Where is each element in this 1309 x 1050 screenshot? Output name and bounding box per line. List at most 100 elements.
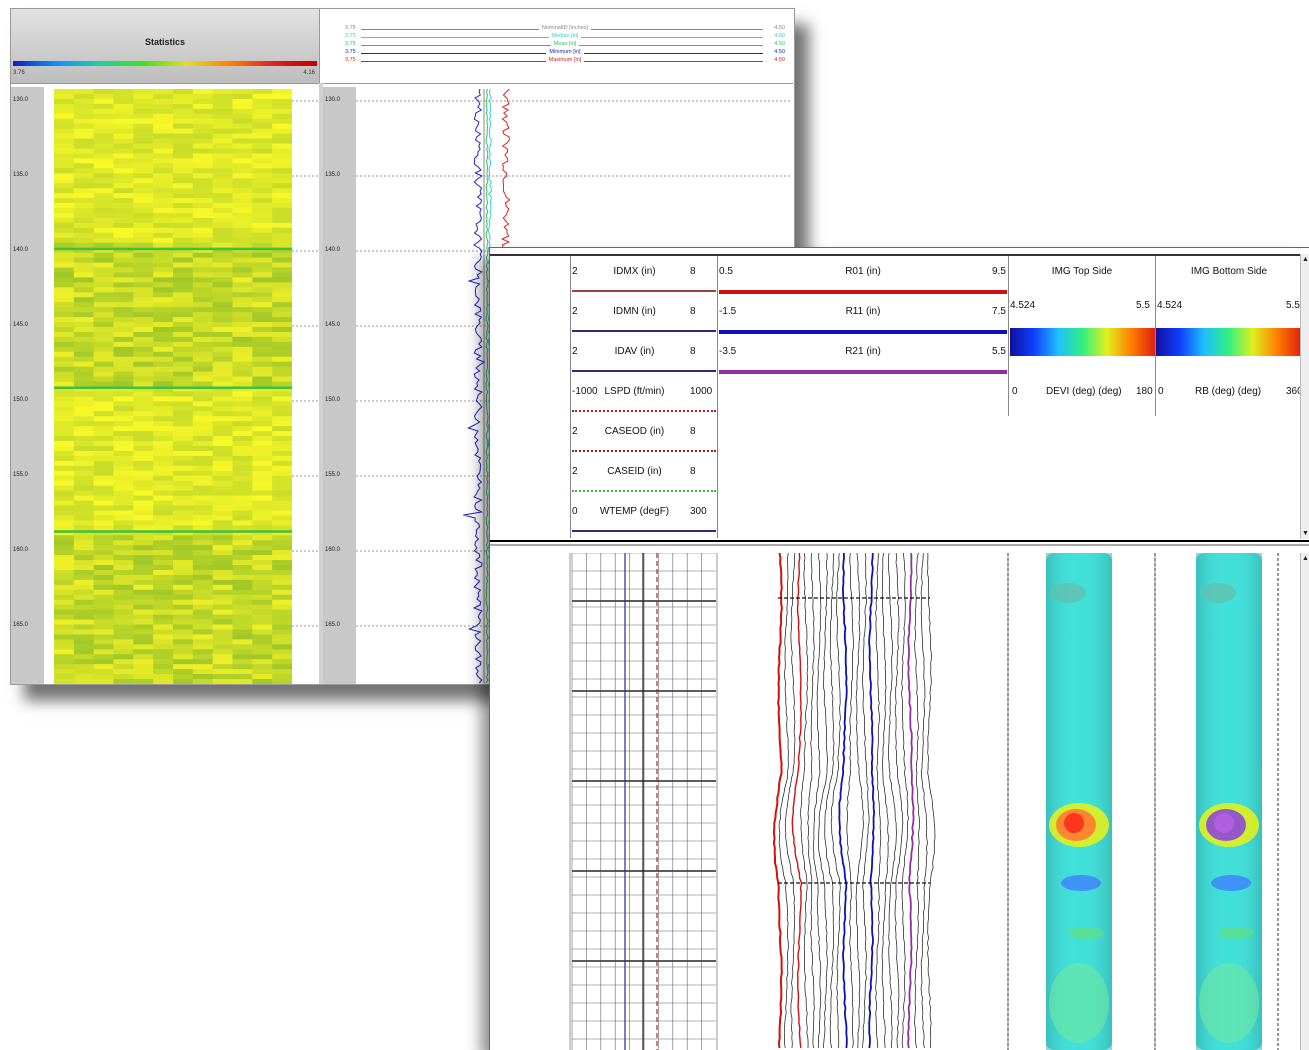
track2-name: R01 (in) bbox=[845, 266, 881, 277]
track2-min: 0.5 bbox=[719, 266, 733, 277]
track1-min: 2 bbox=[572, 466, 578, 477]
track1-name: CASEID (in) bbox=[607, 466, 662, 477]
devi-name: DEVI (deg) (deg) bbox=[1046, 386, 1122, 397]
legend-min: 3.75 bbox=[345, 25, 356, 31]
depth-track-left: 130.0 135.0 140.0 145.0 150.0 155.0 160.0 165.0 bbox=[11, 87, 44, 684]
track1-max: 1000 bbox=[690, 386, 713, 397]
track1-min: 2 bbox=[572, 266, 578, 277]
depth-label: 150.0 bbox=[13, 397, 29, 403]
img-bottom-title: IMG Bottom Side bbox=[1190, 266, 1268, 277]
img-top-title: IMG Top Side bbox=[1051, 266, 1113, 277]
statistics-header: Statistics 3.76 4.16 bbox=[11, 9, 320, 84]
track1-min: 2 bbox=[572, 346, 578, 357]
rb-max: 360 bbox=[1286, 386, 1303, 397]
track1-line bbox=[572, 370, 716, 372]
log-tracks-body bbox=[569, 553, 1279, 1050]
img-top-min: 4.524 bbox=[1010, 300, 1036, 311]
depth-label: 165.0 bbox=[13, 622, 29, 628]
track1-max: 8 bbox=[690, 306, 696, 317]
track1-max: 8 bbox=[690, 426, 696, 437]
legend-max: 4.50 bbox=[774, 25, 785, 31]
track2-max: 5.5 bbox=[992, 346, 1006, 357]
legend-min: 3.75 bbox=[345, 41, 356, 47]
legend-name: NominalID [inches] bbox=[538, 25, 592, 31]
track2-max: 7.5 bbox=[992, 306, 1006, 317]
pane-splitter[interactable] bbox=[490, 544, 1309, 546]
img-bottom-min: 4.524 bbox=[1157, 300, 1183, 311]
header-scrollbar[interactable]: ▲ ▼ bbox=[1300, 254, 1309, 539]
depth-track-right: 130.0 135.0 140.0 145.0 150.0 155.0 160.0 165.0 bbox=[323, 87, 356, 684]
track1-name: IDMX (in) bbox=[613, 266, 656, 277]
legend-row: 3.75 Maximum [in] 4.50 bbox=[345, 57, 785, 65]
scroll-up-icon[interactable]: ▲ bbox=[1302, 555, 1309, 562]
track-header: IMG Top Side 4.524 5.5 0 DEVI (deg) (deg… bbox=[490, 248, 1309, 542]
track1-name: CASEOD (in) bbox=[604, 426, 665, 437]
track1-line bbox=[572, 410, 716, 414]
depth-label: 150.0 bbox=[325, 397, 341, 403]
legend-max: 4.50 bbox=[774, 57, 785, 63]
track2-line bbox=[719, 290, 1007, 294]
legend-name: Median [in] bbox=[548, 33, 582, 39]
track1-name: IDMN (in) bbox=[613, 306, 656, 317]
track1-max: 8 bbox=[690, 266, 696, 277]
depth-label: 130.0 bbox=[325, 97, 341, 103]
depth-label: 145.0 bbox=[13, 322, 29, 328]
legend-row: 3.75 NominalID [inches] 4.50 bbox=[345, 25, 785, 33]
track1-line bbox=[572, 490, 716, 494]
scroll-down-icon[interactable]: ▼ bbox=[1302, 530, 1309, 537]
track-separator bbox=[319, 83, 323, 684]
legend-row: 3.75 Median [in] 4.50 bbox=[345, 33, 785, 41]
statistics-heatmap bbox=[54, 89, 292, 684]
caliper-curves-plot bbox=[356, 89, 792, 684]
legend-max: 4.50 bbox=[774, 33, 785, 39]
track2-min: -3.5 bbox=[719, 346, 737, 357]
track2-line bbox=[719, 330, 1007, 334]
depth-label: 140.0 bbox=[325, 247, 341, 253]
depth-label: 145.0 bbox=[325, 322, 341, 328]
track2-min: -1.5 bbox=[719, 306, 737, 317]
devi-max: 180 bbox=[1136, 386, 1153, 397]
depth-label: 160.0 bbox=[13, 547, 29, 553]
track1-line bbox=[572, 530, 716, 532]
color-scale-bar bbox=[13, 61, 317, 66]
legend-row: 3.75 Minimum [in] 4.50 bbox=[345, 49, 785, 57]
track1-min: 2 bbox=[572, 426, 578, 437]
legend-name: Minimum [in] bbox=[546, 49, 584, 55]
rb-name: RB (deg) (deg) bbox=[1195, 386, 1262, 397]
track1-line bbox=[572, 450, 716, 454]
track1-min: 0 bbox=[572, 506, 578, 517]
track2-max: 9.5 bbox=[992, 266, 1006, 277]
img-bottom-max: 5.5 bbox=[1286, 300, 1300, 311]
depth-label: 160.0 bbox=[325, 547, 341, 553]
track1-line bbox=[572, 330, 716, 332]
depth-label: 130.0 bbox=[13, 97, 29, 103]
legend-name: Mean [in] bbox=[550, 41, 580, 47]
legend-min: 3.75 bbox=[345, 57, 356, 63]
depth-label: 155.0 bbox=[325, 472, 341, 478]
depth-label: 155.0 bbox=[13, 472, 29, 478]
scroll-up-icon[interactable]: ▲ bbox=[1302, 256, 1309, 263]
legend-max: 4.50 bbox=[774, 49, 785, 55]
track1-name: LSPD (ft/min) bbox=[604, 386, 665, 397]
depth-label: 165.0 bbox=[325, 622, 341, 628]
img-bottom-colorbar bbox=[1156, 328, 1301, 356]
img-top-colorbar bbox=[1010, 328, 1155, 356]
legend-min: 3.75 bbox=[345, 49, 356, 55]
body-scrollbar[interactable]: ▲ bbox=[1300, 553, 1309, 1050]
scale-min: 3.76 bbox=[13, 70, 25, 76]
track1-min: -1000 bbox=[572, 386, 598, 397]
track1-line bbox=[572, 290, 716, 292]
track1-max: 8 bbox=[690, 346, 696, 357]
legend-name: Maximum [in] bbox=[545, 57, 585, 63]
depth-label: 135.0 bbox=[325, 172, 341, 178]
track1-name: IDAV (in) bbox=[614, 346, 655, 357]
scale-max: 4.16 bbox=[303, 70, 315, 76]
track2-name: R21 (in) bbox=[845, 346, 881, 357]
track1-min: 2 bbox=[572, 306, 578, 317]
track1-name: WTEMP (degF) bbox=[599, 506, 670, 517]
legend-row: 3.75 Mean [in] 4.50 bbox=[345, 41, 785, 49]
track2-line bbox=[719, 370, 1007, 374]
img-top-max: 5.5 bbox=[1136, 300, 1150, 311]
legend-min: 3.75 bbox=[345, 33, 356, 39]
depth-label: 135.0 bbox=[13, 172, 29, 178]
